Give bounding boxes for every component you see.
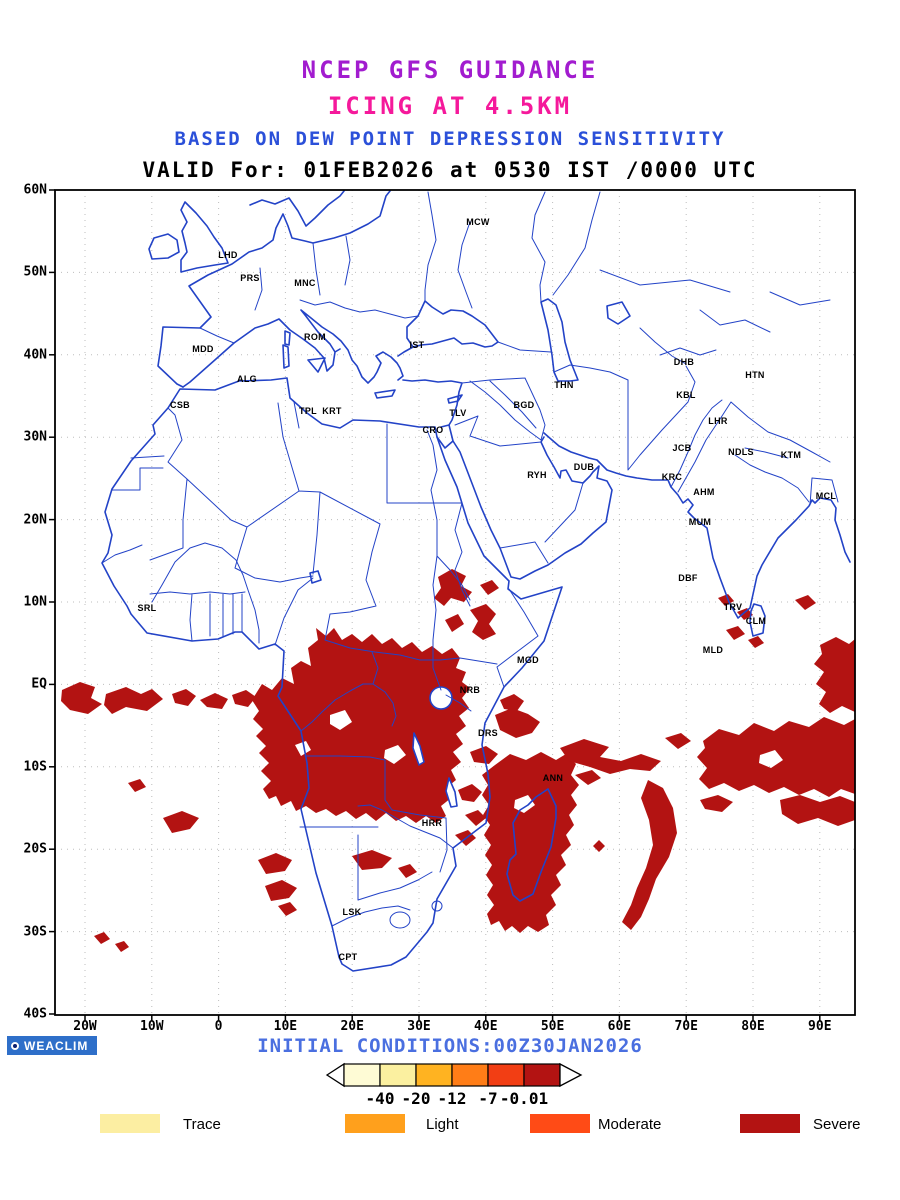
icing-colorbar	[325, 1062, 583, 1088]
colorbar-right-arrow	[559, 1062, 583, 1088]
initial-conditions-text: INITIAL CONDITIONS:00Z30JAN2026	[257, 1035, 643, 1057]
icing-east-africa-patches	[434, 569, 540, 764]
colorbar-cells	[343, 1063, 561, 1087]
madagascar-coastline	[506, 788, 557, 902]
lakes	[309, 570, 458, 808]
map-geography	[101, 190, 851, 972]
colorbar-segment	[451, 1063, 489, 1087]
lake-chad	[309, 570, 322, 584]
lake-malawi	[445, 777, 458, 808]
icing-central-africa	[252, 628, 470, 823]
icing-atlantic-strip	[61, 682, 256, 714]
icing-severe-overlay	[61, 569, 855, 952]
plot-border	[54, 189, 856, 1016]
mediterranean-coastlines	[182, 300, 499, 428]
rivers	[101, 191, 810, 927]
icing-indian-ocean-band	[560, 637, 855, 930]
icing-srilanka-dots	[718, 594, 816, 648]
swaziland-border	[431, 900, 443, 912]
weaclim-logo-icon	[11, 1041, 19, 1050]
colorbar-segment	[523, 1063, 561, 1087]
colorbar-segment	[415, 1063, 453, 1087]
colorbar-segment	[343, 1063, 381, 1087]
map-grid	[49, 189, 855, 1021]
weaclim-brand-text: WEACLIM	[24, 1038, 89, 1053]
country-borders	[111, 235, 839, 901]
weaclim-badge: WEACLIM	[7, 1036, 98, 1055]
title-method: BASED ON DEW POINT DEPRESSION SENSITIVIT…	[174, 128, 726, 150]
title-valid-time: VALID For: 01FEB2026 at 0530 IST /0000 U…	[142, 158, 758, 182]
icing-mozambique-channel	[455, 784, 486, 846]
europe-coastlines	[148, 190, 391, 388]
caspian-aral-seas	[540, 298, 631, 382]
colorbar-left-arrow	[325, 1062, 345, 1088]
lesotho-border	[389, 911, 411, 929]
colorbar-segment	[487, 1063, 525, 1087]
colorbar-segment	[379, 1063, 417, 1087]
title-product: ICING AT 4.5KM	[327, 92, 573, 120]
iran-india-coastline	[543, 432, 851, 637]
africa-coastline	[101, 377, 563, 972]
icing-madagascar	[482, 752, 579, 933]
arabia-coastline	[436, 424, 613, 580]
title-model: NCEP GFS GUIDANCE	[301, 56, 599, 84]
lake-tanganyika	[412, 732, 425, 766]
